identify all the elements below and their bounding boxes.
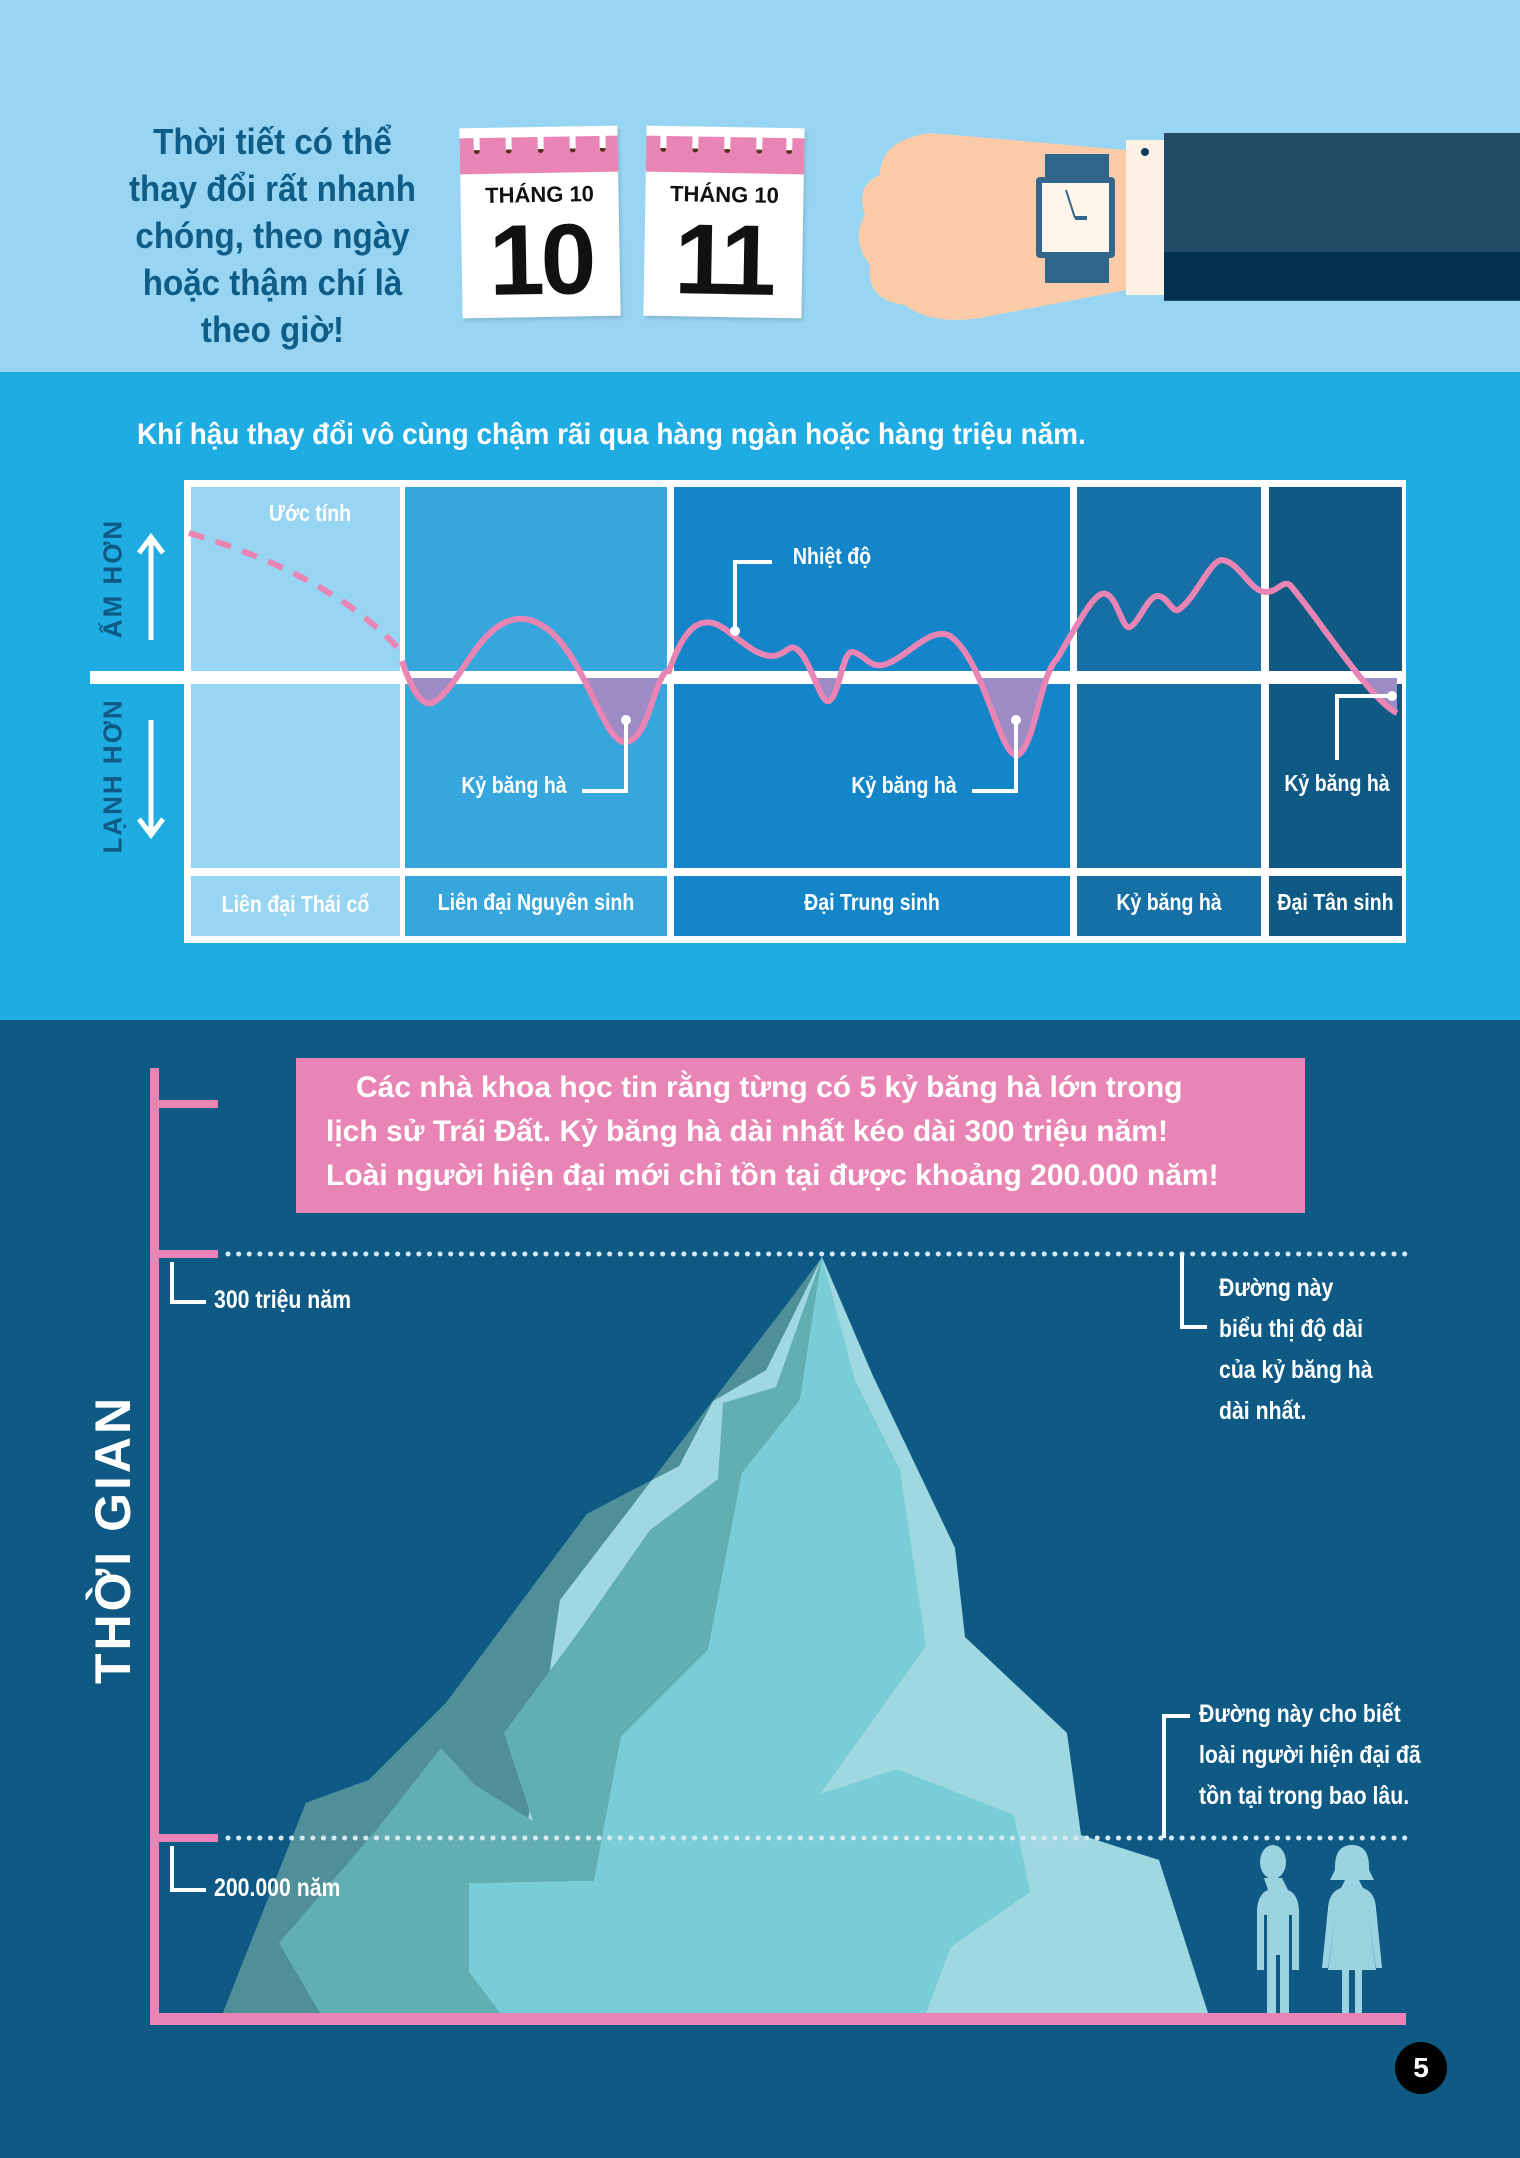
- mark-300-million: 300 triệu năm: [214, 1286, 352, 1314]
- ice-age-label: Kỷ băng hà: [1284, 770, 1390, 796]
- dotted-line: [225, 1251, 1411, 1841]
- page-number-badge: [1395, 2042, 1447, 2094]
- era-label: Đại Tân sinh: [1277, 889, 1394, 915]
- iceberg-mid: [279, 1257, 822, 2013]
- fact-line: lịch sử Trái Đất. Kỷ băng hà dài nhất ké…: [326, 1115, 1168, 1148]
- time-axis: [150, 1068, 1406, 2025]
- weather-line: thay đổi rất nhanh: [128, 168, 417, 209]
- estimated-curve: [188, 530, 401, 651]
- wristwatch-icon: [858, 133, 1520, 320]
- era-label: Kỷ băng hà: [1116, 889, 1222, 915]
- weather-line: theo giờ!: [200, 309, 345, 350]
- note-humans: Đường này cho biết loài người hiện đại đã…: [1199, 1700, 1421, 1810]
- ice-age-fill: [402, 678, 1397, 756]
- arrow-icon: [137, 532, 165, 840]
- note-longest-ice-age: Đường này biểu thị độ dài của kỷ băng hà dà…: [1219, 1274, 1373, 1425]
- era-label: Đại Trung sinh: [804, 889, 940, 915]
- iceberg-dark: [223, 1257, 822, 2013]
- temperature-label: Nhiệt độ: [792, 543, 872, 569]
- weather-text: Thời tiết có thể thay đổi rất nhanh chón…: [105, 118, 441, 353]
- iceberg-main: [469, 1257, 1030, 2013]
- era-label: Liên đại Thái cổ: [221, 891, 370, 917]
- fact-line: Các nhà khoa học tin rằng từng có 5 kỷ b…: [356, 1071, 1183, 1104]
- weather-line: chóng, theo ngày: [135, 215, 410, 256]
- climate-title: Khí hậu thay đổi vô cùng chậm rãi qua hà…: [137, 418, 1086, 451]
- time-axis-label: THỜI GIAN: [85, 1394, 141, 1684]
- ice-age-label: Kỷ băng hà: [461, 772, 567, 798]
- fact-box: Các nhà khoa học tin rằng từng có 5 kỷ b…: [296, 1058, 1305, 1213]
- mark-200-thousand: 200.000 năm: [214, 1874, 341, 1902]
- climate-diagram: [90, 480, 1406, 943]
- estimate-label: Ước tính: [268, 500, 352, 526]
- era-label: Liên đại Nguyên sinh: [437, 889, 635, 915]
- weather-line: Thời tiết có thể: [153, 121, 392, 162]
- page-number: 5: [1413, 2052, 1429, 2083]
- person-icon: [1257, 1845, 1382, 2020]
- fact-line: Loài người hiện đại mới chỉ tồn tại được…: [326, 1159, 1219, 1192]
- ice-age-label: Kỷ băng hà: [851, 772, 957, 798]
- weather-line: hoặc thậm chí là: [142, 262, 403, 303]
